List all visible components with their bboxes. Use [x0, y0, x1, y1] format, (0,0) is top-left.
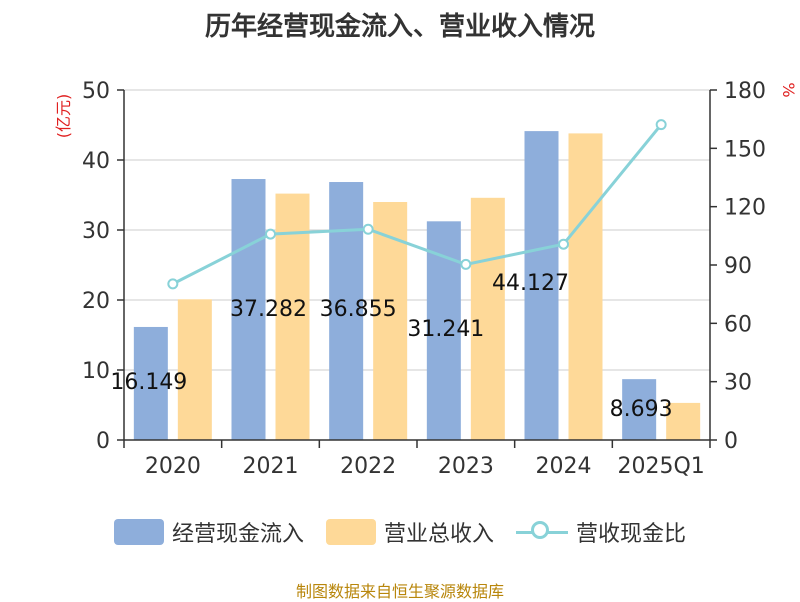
left-tick-label: 50	[82, 79, 110, 104]
legend-label-revenue: 营业总收入	[383, 522, 494, 547]
right-tick-label: 90	[724, 254, 752, 279]
bar	[622, 379, 657, 440]
line-point	[558, 238, 569, 250]
x-tick-label: 2022	[340, 454, 396, 479]
combo-chart: 0 10 20 30 40 50 0 30 60 90 120 150 180 2020 2021 2022 2…	[54, 79, 798, 479]
right-tick-label: 180	[724, 79, 766, 104]
data-label: 31.241	[407, 317, 484, 342]
right-tick-label: 60	[724, 312, 752, 337]
line-point	[362, 223, 374, 235]
bar	[177, 299, 212, 440]
line-point	[460, 258, 472, 270]
data-label: 37.282	[230, 297, 307, 322]
right-tick-label: 150	[724, 137, 766, 162]
legend-item-revenue[interactable]: 营业总收入	[325, 516, 494, 548]
data-label: 8.693	[610, 397, 673, 422]
legend-label-cash-inflow: 经营现金流入	[171, 522, 304, 547]
bar	[568, 133, 603, 440]
legend-swatch-cash-inflow	[113, 519, 164, 545]
data-label: 16.149	[110, 370, 187, 395]
line-point	[655, 119, 667, 131]
data-label: 44.127	[492, 271, 569, 296]
bar	[133, 326, 168, 440]
series-line	[172, 123, 663, 286]
bar	[231, 179, 266, 440]
legend-swatch-ratio	[516, 519, 568, 545]
left-tick-label: 20	[82, 289, 110, 314]
left-tick-label: 0	[96, 429, 110, 454]
x-tick-label: 2025Q1	[618, 454, 705, 479]
line-point	[265, 228, 276, 240]
right-tick-label: 30	[724, 371, 752, 396]
right-tick-label: 0	[724, 429, 738, 454]
left-tick-label: 30	[82, 219, 110, 244]
legend-item-cash-inflow[interactable]: 经营现金流入	[113, 516, 304, 548]
right-tick-label: 120	[724, 196, 766, 221]
bar	[666, 402, 701, 440]
right-axis-unit: %	[779, 82, 798, 97]
bar	[524, 131, 559, 440]
data-source-note: 制图数据来自恒生聚源数据库	[295, 582, 504, 601]
chart-title: 历年经营现金流入、营业收入情况	[204, 12, 595, 42]
left-axis-unit: (亿元)	[54, 94, 73, 139]
x-tick-label: 2024	[536, 454, 592, 479]
legend-swatch-revenue	[325, 519, 376, 545]
chart-legend: 经营现金流入 营业总收入 营收现金比	[0, 516, 800, 548]
legend-label-ratio: 营收现金比	[576, 522, 687, 547]
left-tick-label: 40	[82, 149, 110, 174]
left-tick-label: 10	[82, 359, 110, 384]
bar	[329, 182, 364, 440]
x-tick-label: 2021	[243, 454, 299, 479]
line-point	[167, 278, 179, 290]
legend-item-ratio[interactable]: 营收现金比	[516, 516, 686, 548]
x-tick-label: 2023	[438, 454, 494, 479]
data-label: 36.855	[320, 297, 397, 322]
bar	[470, 197, 505, 440]
x-tick-label: 2020	[145, 454, 201, 479]
